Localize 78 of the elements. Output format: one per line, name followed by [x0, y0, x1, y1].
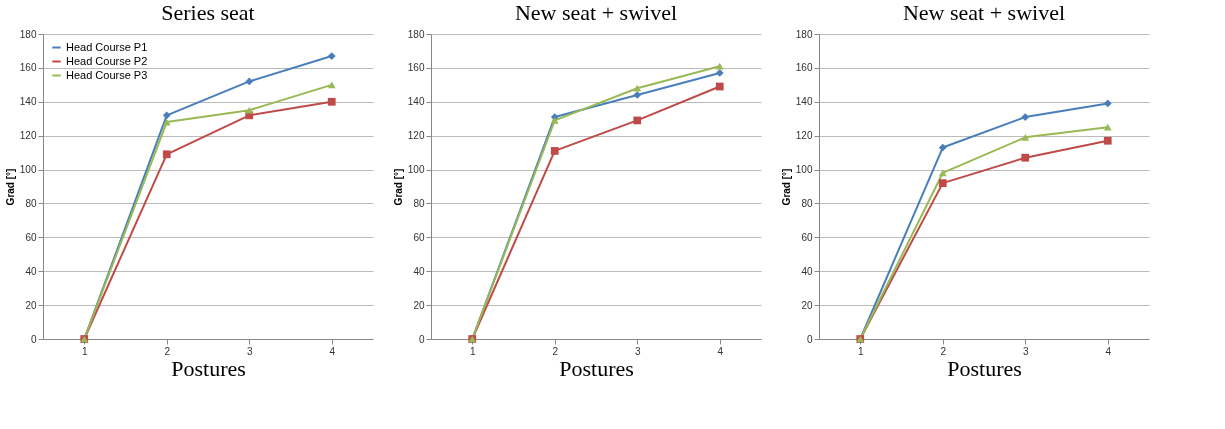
y-tick-label: 100	[19, 164, 37, 176]
x-tick-label: 3	[246, 345, 253, 357]
y-tick-label: 60	[413, 231, 425, 243]
chart-title: New seat + swivel	[902, 0, 1066, 25]
x-tick-label: 2	[164, 345, 171, 357]
y-tick-label: 180	[19, 28, 37, 40]
x-tick-label: 2	[552, 345, 559, 357]
y-axis-title: Grad [°]	[780, 168, 792, 206]
y-tick-label: 20	[801, 299, 813, 311]
y-tick-label: 160	[19, 62, 37, 74]
point	[1103, 136, 1112, 145]
point	[715, 62, 724, 70]
y-tick-label: 0	[30, 333, 37, 345]
x-tick-label: 4	[329, 345, 336, 357]
legend-label: Head Course P2	[66, 54, 148, 67]
point	[938, 169, 947, 177]
x-axis-title: Postures	[171, 355, 246, 381]
chart-title: New seat + swivel	[514, 0, 678, 25]
y-tick-label: 100	[407, 164, 425, 176]
y-tick-label: 0	[806, 333, 813, 345]
x-tick-label: 1	[857, 345, 864, 357]
point	[550, 117, 559, 124]
x-tick-label: 4	[717, 345, 724, 357]
y-tick-label: 80	[801, 197, 813, 209]
y-tick-label: 20	[25, 299, 37, 311]
y-tick-label: 40	[25, 265, 37, 277]
y-tick-label: 140	[407, 96, 425, 108]
x-tick-label: 1	[81, 345, 88, 357]
y-tick-label: 140	[19, 96, 37, 108]
y-tick-label: 60	[25, 231, 37, 243]
chart-title: Series seat	[161, 0, 255, 25]
y-tick-label: 120	[19, 130, 37, 142]
point	[1021, 113, 1030, 121]
point	[550, 147, 559, 155]
point	[245, 77, 254, 86]
point	[245, 106, 254, 114]
legend-label: Head Course P1	[66, 40, 148, 53]
point	[715, 82, 724, 91]
point	[162, 111, 171, 120]
point	[1021, 134, 1030, 141]
point	[633, 116, 642, 125]
y-tick-label: 40	[801, 265, 813, 277]
y-tick-label: 160	[407, 62, 425, 74]
y-tick-label: 40	[413, 265, 425, 277]
point	[327, 52, 336, 60]
y-tick-label: 80	[413, 197, 425, 209]
y-tick-label: 180	[407, 28, 425, 40]
point	[938, 143, 947, 152]
x-tick-label: 2	[940, 345, 947, 357]
y-axis-title: Grad [°]	[392, 168, 404, 206]
x-tick-label: 3	[1022, 345, 1029, 357]
y-tick-label: 100	[795, 164, 813, 176]
x-tick-label: 3	[634, 345, 641, 357]
y-tick-label: 60	[801, 231, 813, 243]
y-tick-label: 80	[25, 197, 37, 209]
x-axis-title: Postures	[559, 355, 634, 381]
point	[715, 69, 724, 77]
y-tick-label: 120	[795, 130, 813, 142]
y-axis-title: Grad [°]	[4, 168, 16, 206]
y-tick-label: 0	[418, 333, 425, 345]
point	[938, 179, 947, 187]
point	[327, 97, 336, 106]
x-tick-label: 1	[469, 345, 476, 357]
x-axis-title: Postures	[947, 355, 1022, 381]
point	[633, 84, 642, 92]
point	[1103, 99, 1112, 108]
y-tick-label: 120	[407, 130, 425, 142]
point	[633, 91, 642, 99]
point	[162, 150, 171, 159]
point	[1103, 123, 1112, 131]
x-tick-label: 4	[1105, 345, 1112, 357]
point	[1021, 153, 1030, 162]
legend-label: Head Course P3	[66, 68, 148, 81]
y-tick-label: 20	[413, 299, 425, 311]
y-tick-label: 160	[795, 62, 813, 74]
y-tick-label: 180	[795, 28, 813, 40]
y-tick-label: 140	[795, 96, 813, 108]
point	[327, 81, 336, 89]
